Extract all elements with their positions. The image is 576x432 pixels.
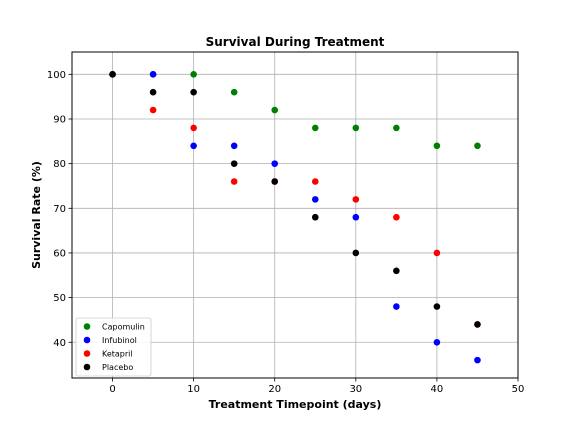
- legend: Capomulin Infubinol Ketapril Placebo: [75, 317, 152, 377]
- point-infubinol: [271, 160, 279, 167]
- y-tick-label: 80: [53, 159, 66, 170]
- legend-marker-placebo: [83, 363, 91, 371]
- chart-title: Survival During Treatment: [206, 35, 385, 49]
- y-tick-label: 40: [53, 338, 66, 349]
- legend-box: [75, 317, 152, 377]
- legend-marker-infubinol: [83, 336, 91, 344]
- point-placebo: [149, 88, 157, 96]
- x-tick-label: 10: [187, 384, 200, 395]
- point-placebo: [109, 71, 116, 78]
- y-axis-label: Survival Rate (%): [30, 161, 43, 269]
- point-ketapril: [311, 178, 319, 185]
- point-placebo: [230, 160, 238, 167]
- grid: [72, 52, 519, 378]
- point-ketapril: [352, 196, 360, 203]
- point-capomulin: [230, 88, 238, 96]
- point-ketapril: [230, 178, 238, 185]
- point-placebo: [190, 88, 197, 96]
- point-capomulin: [433, 142, 441, 150]
- y-tick-label: 50: [53, 293, 66, 304]
- point-placebo: [474, 321, 481, 328]
- legend-marker-capomulin: [83, 323, 91, 330]
- point-infubinol: [311, 196, 319, 203]
- point-capomulin: [474, 142, 481, 150]
- data-points: [109, 71, 481, 364]
- legend-label-capomulin: Capomulin: [102, 323, 145, 332]
- point-infubinol: [149, 71, 157, 78]
- point-infubinol: [190, 142, 197, 150]
- point-ketapril: [393, 213, 400, 221]
- legend-label-placebo: Placebo: [102, 363, 133, 372]
- x-tick-label: 0: [109, 384, 115, 395]
- legend-label-ketapril: Ketapril: [102, 350, 133, 359]
- y-tick-label: 60: [53, 248, 66, 259]
- point-ketapril: [433, 249, 441, 257]
- point-placebo: [311, 213, 319, 221]
- point-placebo: [271, 178, 279, 185]
- point-infubinol: [433, 338, 441, 346]
- point-ketapril: [190, 124, 197, 132]
- plot-frame: [71, 51, 519, 379]
- point-capomulin: [311, 124, 319, 132]
- point-capomulin: [190, 71, 197, 78]
- x-tick-label: 30: [349, 384, 362, 395]
- axis-ticks: 0 10 20 30 40 50 40 50 60 70 80 90 100: [47, 70, 524, 395]
- y-tick-label: 100: [47, 70, 66, 81]
- x-tick-label: 20: [268, 384, 281, 395]
- point-infubinol: [230, 142, 238, 150]
- point-placebo: [352, 249, 360, 257]
- x-axis-label: Treatment Timepoint (days): [209, 398, 382, 411]
- point-capomulin: [393, 124, 400, 132]
- point-capomulin: [352, 124, 360, 132]
- point-ketapril: [149, 106, 157, 114]
- point-infubinol: [474, 356, 481, 364]
- point-placebo: [393, 267, 400, 275]
- point-infubinol: [352, 213, 360, 221]
- x-tick-label: 40: [431, 384, 444, 395]
- legend-marker-ketapril: [83, 350, 91, 357]
- y-tick-label: 90: [53, 114, 66, 125]
- y-tick-label: 70: [53, 204, 66, 215]
- legend-label-infubinol: Infubinol: [102, 336, 137, 345]
- point-infubinol: [393, 303, 400, 310]
- x-tick-label: 50: [512, 384, 525, 395]
- point-placebo: [433, 303, 441, 310]
- point-capomulin: [271, 106, 279, 114]
